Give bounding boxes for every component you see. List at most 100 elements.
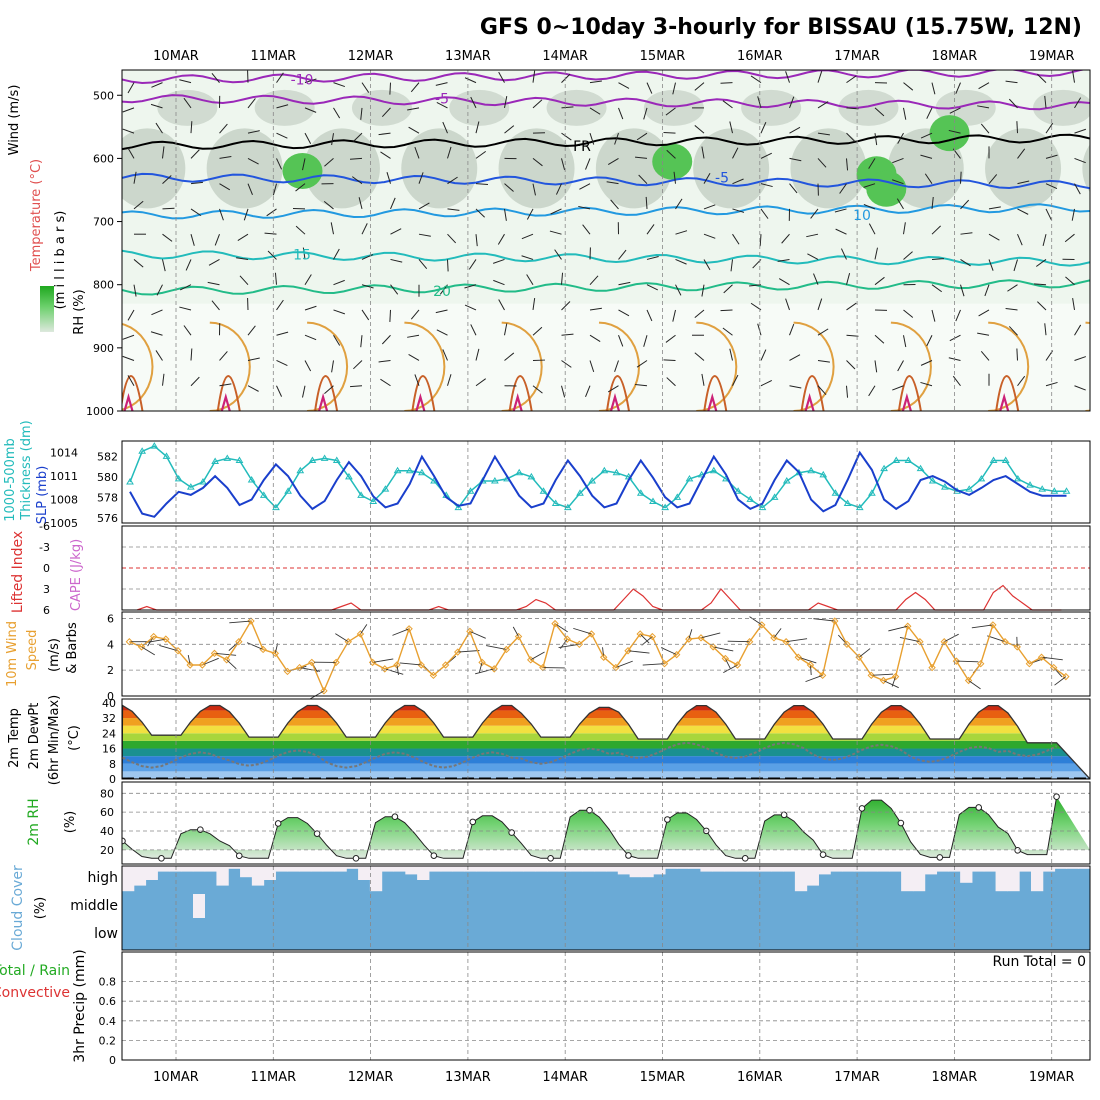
isotherm-label: -5 bbox=[435, 91, 449, 107]
wind-barb bbox=[442, 121, 448, 134]
ytick-label: 40 bbox=[100, 825, 114, 838]
wind-barb bbox=[127, 147, 135, 159]
wind-barb bbox=[276, 299, 284, 311]
wind-barb bbox=[589, 360, 595, 373]
wind-barb bbox=[162, 207, 175, 210]
cloud-cover-fill bbox=[122, 866, 1090, 950]
surface-wind-barb bbox=[713, 646, 734, 652]
thickness-marker bbox=[284, 487, 292, 494]
wind-barb bbox=[589, 275, 599, 286]
wind-barb bbox=[817, 71, 823, 83]
wind-barb bbox=[378, 132, 391, 136]
ytick-label: -3 bbox=[39, 541, 50, 554]
cloud-level-label: middle bbox=[70, 898, 118, 914]
wind-barb bbox=[504, 352, 515, 361]
wind-marker bbox=[928, 663, 936, 672]
wind-barb bbox=[162, 175, 172, 185]
wind-marker bbox=[320, 687, 328, 695]
ytick-label: 1005 bbox=[50, 517, 78, 530]
rh-marker bbox=[625, 852, 632, 859]
wind-barb bbox=[960, 171, 962, 184]
wind-barb bbox=[264, 232, 277, 235]
wind-barb bbox=[219, 208, 224, 221]
warm-isotherm-contour bbox=[501, 321, 543, 411]
rh-marker bbox=[780, 811, 788, 819]
cloud-high-gap bbox=[546, 866, 560, 872]
wind-barb bbox=[468, 259, 477, 270]
wind-barb bbox=[243, 208, 249, 221]
wind-barb bbox=[663, 359, 676, 361]
rh-contour-blob bbox=[449, 89, 510, 126]
cloud-high-gap bbox=[724, 866, 737, 872]
cloud-high-gap bbox=[523, 866, 536, 872]
panel-frame-cloud bbox=[121, 865, 1091, 951]
ua-axis-label: Wind (m/s) bbox=[7, 85, 22, 156]
thickness-axis-label: 1000-500mb bbox=[3, 438, 18, 522]
rh-contour-blob bbox=[1082, 144, 1090, 193]
wind-barb bbox=[521, 233, 534, 240]
wind-barb bbox=[931, 258, 945, 260]
wind-barb bbox=[324, 385, 334, 394]
wind-barb bbox=[988, 174, 998, 184]
wind-barb bbox=[960, 232, 973, 235]
wind-marker bbox=[454, 648, 462, 656]
wind-barb bbox=[389, 82, 391, 95]
wind-barb bbox=[1017, 375, 1026, 387]
ytick-label: 0.8 bbox=[99, 976, 117, 989]
isotherm-line bbox=[122, 133, 1090, 151]
isotherm-line bbox=[122, 94, 1090, 111]
cloud-high-gap bbox=[452, 866, 465, 872]
rh-contour-blob bbox=[741, 89, 802, 126]
surface-wind-barb bbox=[554, 623, 568, 633]
isotherm-line bbox=[122, 70, 1087, 85]
date-label-top: 17MAR bbox=[834, 49, 880, 64]
cloud-high-gap bbox=[983, 866, 997, 872]
temp-band bbox=[122, 756, 1090, 764]
wind-barb bbox=[561, 106, 574, 109]
wind-barb bbox=[1044, 95, 1047, 108]
wind-barb bbox=[304, 360, 312, 372]
wind-barb bbox=[955, 309, 961, 322]
wind-barb bbox=[749, 284, 762, 287]
warm-isotherm-contour bbox=[605, 375, 630, 411]
wind-barb bbox=[360, 107, 363, 120]
cloud-high-gap bbox=[865, 866, 879, 872]
isotherm-label: 20 bbox=[433, 284, 451, 300]
wind-barb bbox=[190, 149, 200, 159]
wind-barb bbox=[436, 101, 448, 109]
wind-barb bbox=[190, 208, 202, 217]
wind-barb bbox=[1071, 208, 1075, 221]
wind-barb bbox=[247, 183, 253, 195]
wind-marker bbox=[891, 672, 900, 681]
cloud-high-gap bbox=[617, 866, 631, 875]
wind-barb bbox=[435, 309, 448, 314]
temp-band bbox=[122, 763, 1090, 772]
wind-barb bbox=[302, 158, 306, 171]
wind-barb bbox=[190, 348, 193, 361]
warm-isotherm-contour bbox=[988, 321, 1030, 411]
wind-barb bbox=[638, 174, 648, 185]
rh-moist-blob bbox=[652, 143, 693, 180]
panel-frame-precip bbox=[121, 951, 1091, 1061]
wind-barb bbox=[810, 208, 819, 219]
wind-barb bbox=[785, 298, 790, 311]
warm-isotherm-contour bbox=[800, 375, 825, 411]
thickness-marker bbox=[977, 474, 986, 482]
rh-contour-blob bbox=[838, 89, 899, 126]
wind-barb bbox=[980, 123, 990, 134]
wind-barb bbox=[304, 334, 317, 341]
wind-barb bbox=[720, 82, 733, 84]
wind-barb bbox=[988, 259, 994, 271]
rh-marker bbox=[313, 830, 321, 837]
wind-barb bbox=[1044, 323, 1047, 336]
warm-isotherm-contour bbox=[598, 321, 641, 411]
surface-wind-barb bbox=[798, 656, 817, 664]
wind-barb bbox=[868, 158, 876, 169]
surface-wind-barb bbox=[558, 643, 580, 649]
cloud-high-gap bbox=[381, 866, 395, 872]
wind-barb bbox=[701, 373, 705, 386]
ytick-label: 600 bbox=[93, 152, 114, 165]
wind-barb bbox=[1005, 80, 1018, 84]
cloud-high-gap bbox=[971, 866, 985, 872]
surface-wind-barb bbox=[641, 636, 653, 646]
